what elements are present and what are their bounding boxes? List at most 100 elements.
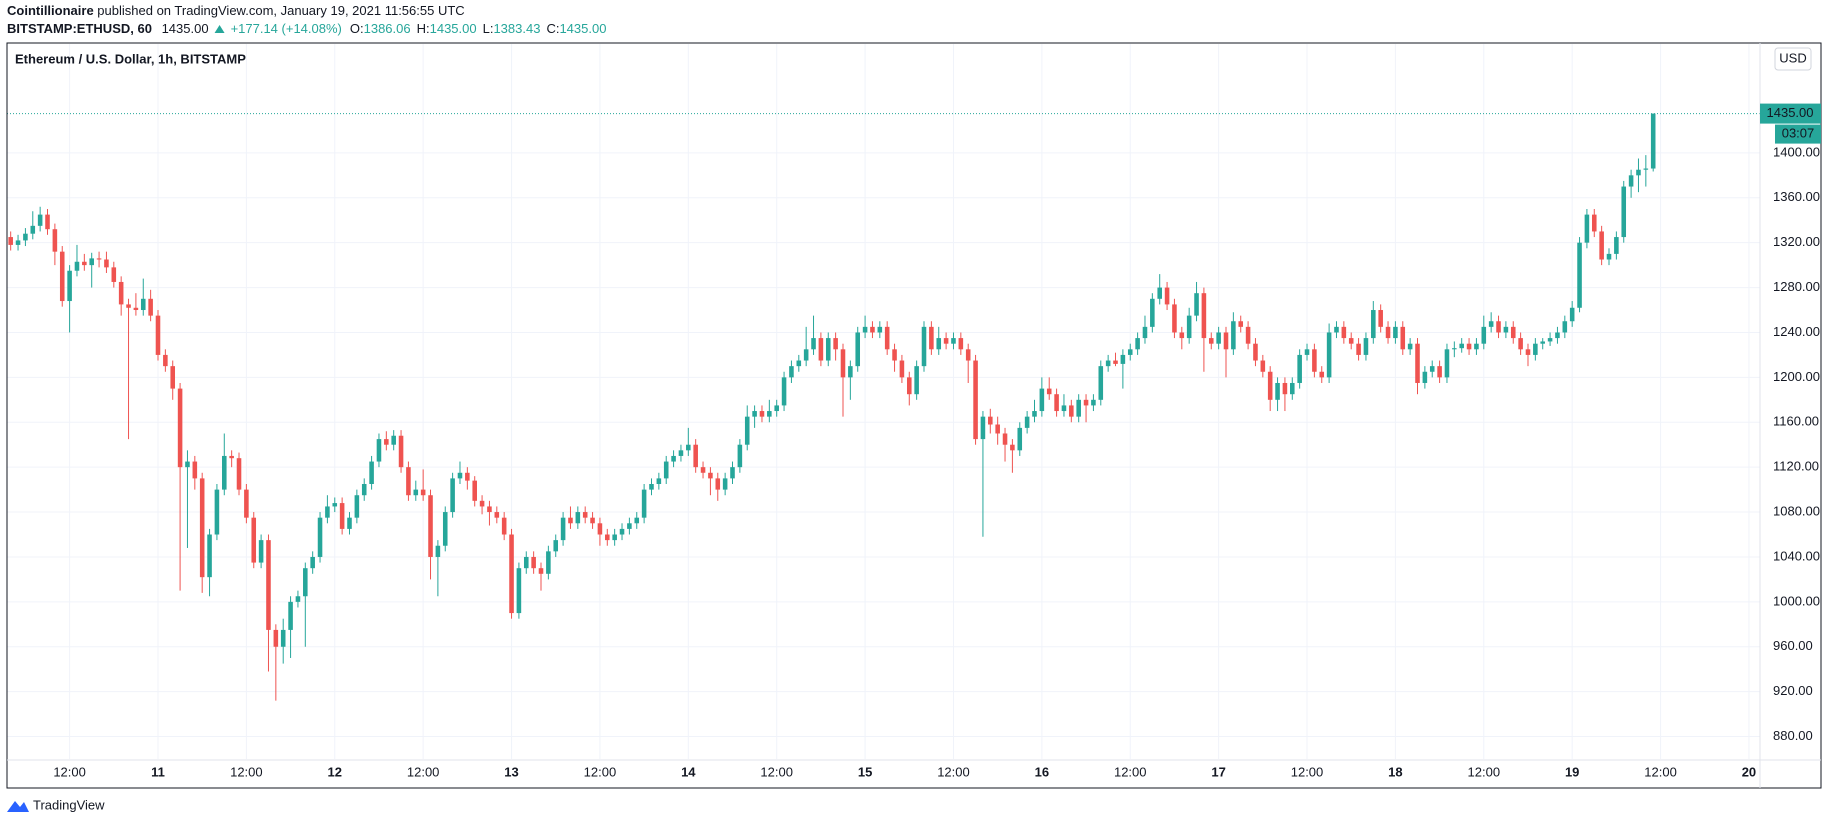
candle-body [936, 338, 942, 350]
candle-body [1599, 231, 1604, 260]
candle-body [185, 461, 190, 468]
candle-body [1628, 175, 1634, 187]
candle-body [1452, 348, 1457, 350]
candle-body [398, 435, 404, 468]
candle-body [1334, 326, 1339, 333]
candle-body [1046, 388, 1052, 395]
candle-body [1194, 293, 1199, 316]
y-tick-label: 880.00 [1773, 728, 1813, 743]
candle-body [1341, 326, 1347, 339]
candle-body [74, 261, 80, 271]
candle-body [1510, 326, 1516, 339]
y-tick-label: 1000.00 [1773, 593, 1820, 608]
candle-body [663, 461, 669, 479]
candle-body [1636, 169, 1641, 176]
candle-body [516, 568, 522, 614]
candle-body [1643, 168, 1649, 170]
candle-body [67, 270, 72, 302]
candle-body [37, 214, 43, 226]
candle-body [1304, 349, 1310, 355]
candle-body [163, 354, 168, 367]
candle-body [995, 424, 1000, 434]
candle-body [1091, 399, 1096, 406]
candle-body [1348, 338, 1354, 344]
candle-body [207, 534, 212, 578]
candle-body [303, 568, 308, 597]
low: 1383.43 [493, 21, 540, 36]
candle-body [730, 467, 735, 479]
y-tick-label: 1280.00 [1773, 279, 1820, 294]
candle-body [1459, 343, 1464, 349]
candle-body [1260, 360, 1266, 372]
candle-body [155, 315, 161, 355]
candle-body [1326, 332, 1332, 378]
candle-body [222, 455, 227, 490]
candle-body [1474, 343, 1479, 350]
candle-body [192, 461, 198, 479]
candle-body [1201, 293, 1207, 339]
candle-body [126, 304, 131, 308]
candle-body [1650, 113, 1656, 169]
candle-body [1098, 366, 1104, 400]
candle-body [568, 517, 573, 524]
y-tick-label: 1080.00 [1773, 503, 1820, 518]
candle-body [428, 495, 433, 557]
candle-body [1591, 214, 1597, 232]
candle-body [1076, 399, 1081, 417]
candle-body [8, 237, 13, 245]
candle-body [627, 523, 632, 529]
candle-body [170, 366, 176, 389]
candle-body [818, 338, 824, 361]
candle-body [111, 267, 117, 282]
high-label: H: [417, 21, 430, 36]
candle-body [1466, 343, 1472, 350]
candle-body [1069, 405, 1074, 417]
low-label: L: [483, 21, 494, 36]
y-tick-label: 920.00 [1773, 683, 1813, 698]
candle-body [1569, 307, 1575, 322]
candle-body [700, 467, 706, 473]
countdown-tag [1775, 124, 1821, 144]
candle-body [258, 540, 264, 563]
candle-body [1120, 354, 1126, 364]
x-tick-label: 14 [681, 764, 696, 779]
candle-body [251, 517, 257, 563]
candle-body [435, 545, 441, 557]
candle-body [501, 517, 507, 535]
candle-body [457, 472, 463, 479]
candle-body [1422, 371, 1428, 383]
candle-body [1032, 411, 1037, 417]
candle-body [656, 478, 662, 484]
candle-body [781, 377, 787, 406]
candle-body [1621, 186, 1627, 238]
x-tick-label: 12:00 [584, 764, 617, 779]
candle-body [177, 388, 183, 468]
candle-body [1216, 332, 1221, 344]
candle-body [634, 517, 640, 524]
candle-body [52, 229, 58, 252]
y-tick-label: 1400.00 [1773, 144, 1820, 159]
candle-body [361, 484, 367, 496]
candle-body [803, 349, 809, 361]
candle-body [82, 261, 87, 266]
candle-body [951, 338, 956, 344]
candle-body [671, 455, 676, 462]
candle-body [420, 489, 426, 496]
currency-button[interactable] [1774, 47, 1812, 71]
up-arrow [214, 24, 225, 33]
candle-body [649, 484, 654, 490]
last-price-tag [1760, 103, 1821, 124]
candle-body [214, 489, 220, 535]
candle-body [1444, 349, 1450, 378]
candle-body [30, 225, 36, 234]
candle-body [1555, 332, 1560, 339]
x-tick-label: 12:00 [1468, 764, 1501, 779]
logo-mark [7, 801, 29, 812]
candle-body [148, 298, 153, 316]
candle-body [288, 601, 293, 630]
candle-body [737, 444, 743, 468]
candle-body [811, 338, 816, 350]
currency-label[interactable]: USD [1779, 50, 1806, 65]
candle-body [1606, 253, 1612, 260]
